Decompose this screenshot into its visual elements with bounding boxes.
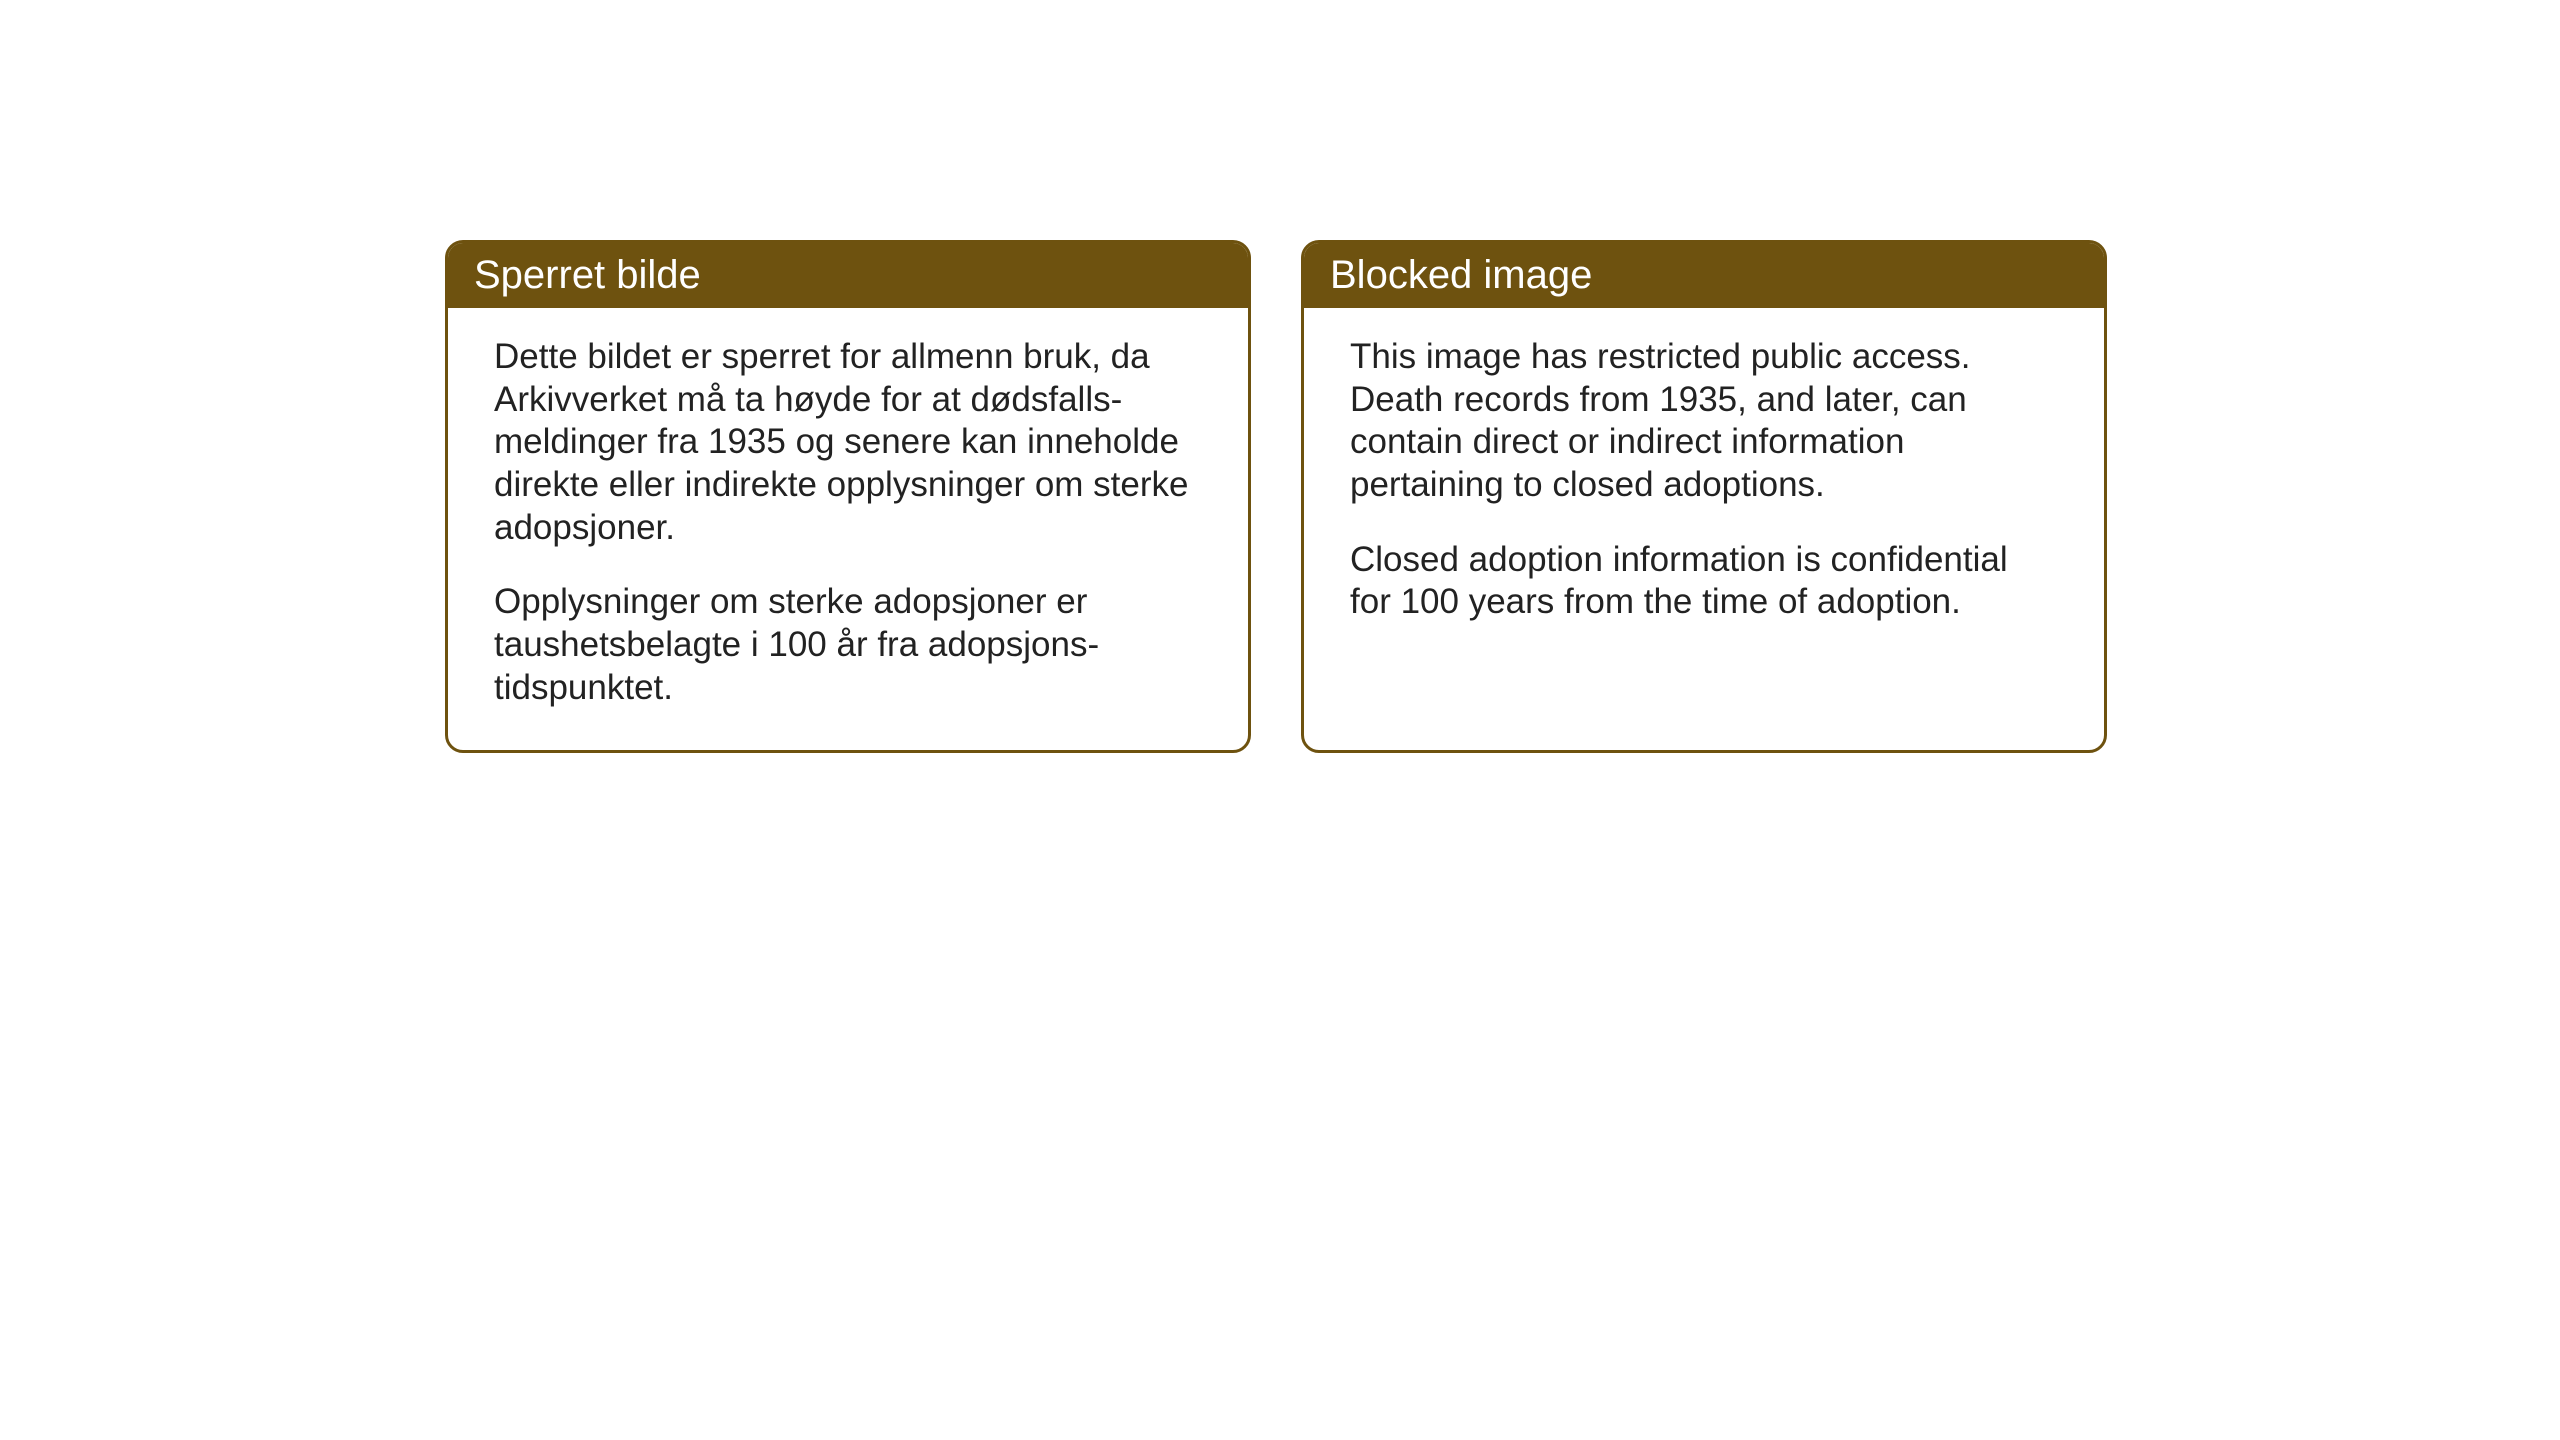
card-body-english: This image has restricted public access.… [1304, 308, 2104, 664]
card-paragraph-1-norwegian: Dette bildet er sperret for allmenn bruk… [494, 336, 1202, 549]
cards-container: Sperret bilde Dette bildet er sperret fo… [445, 240, 2107, 753]
blocked-image-card-english: Blocked image This image has restricted … [1301, 240, 2107, 753]
card-paragraph-1-english: This image has restricted public access.… [1350, 336, 2058, 507]
card-header-norwegian: Sperret bilde [448, 243, 1248, 308]
card-paragraph-2-norwegian: Opplysninger om sterke adopsjoner er tau… [494, 581, 1202, 709]
card-body-norwegian: Dette bildet er sperret for allmenn bruk… [448, 308, 1248, 750]
card-header-english: Blocked image [1304, 243, 2104, 308]
card-title-norwegian: Sperret bilde [474, 253, 701, 297]
card-title-english: Blocked image [1330, 253, 1592, 297]
card-paragraph-2-english: Closed adoption information is confident… [1350, 539, 2058, 624]
blocked-image-card-norwegian: Sperret bilde Dette bildet er sperret fo… [445, 240, 1251, 753]
